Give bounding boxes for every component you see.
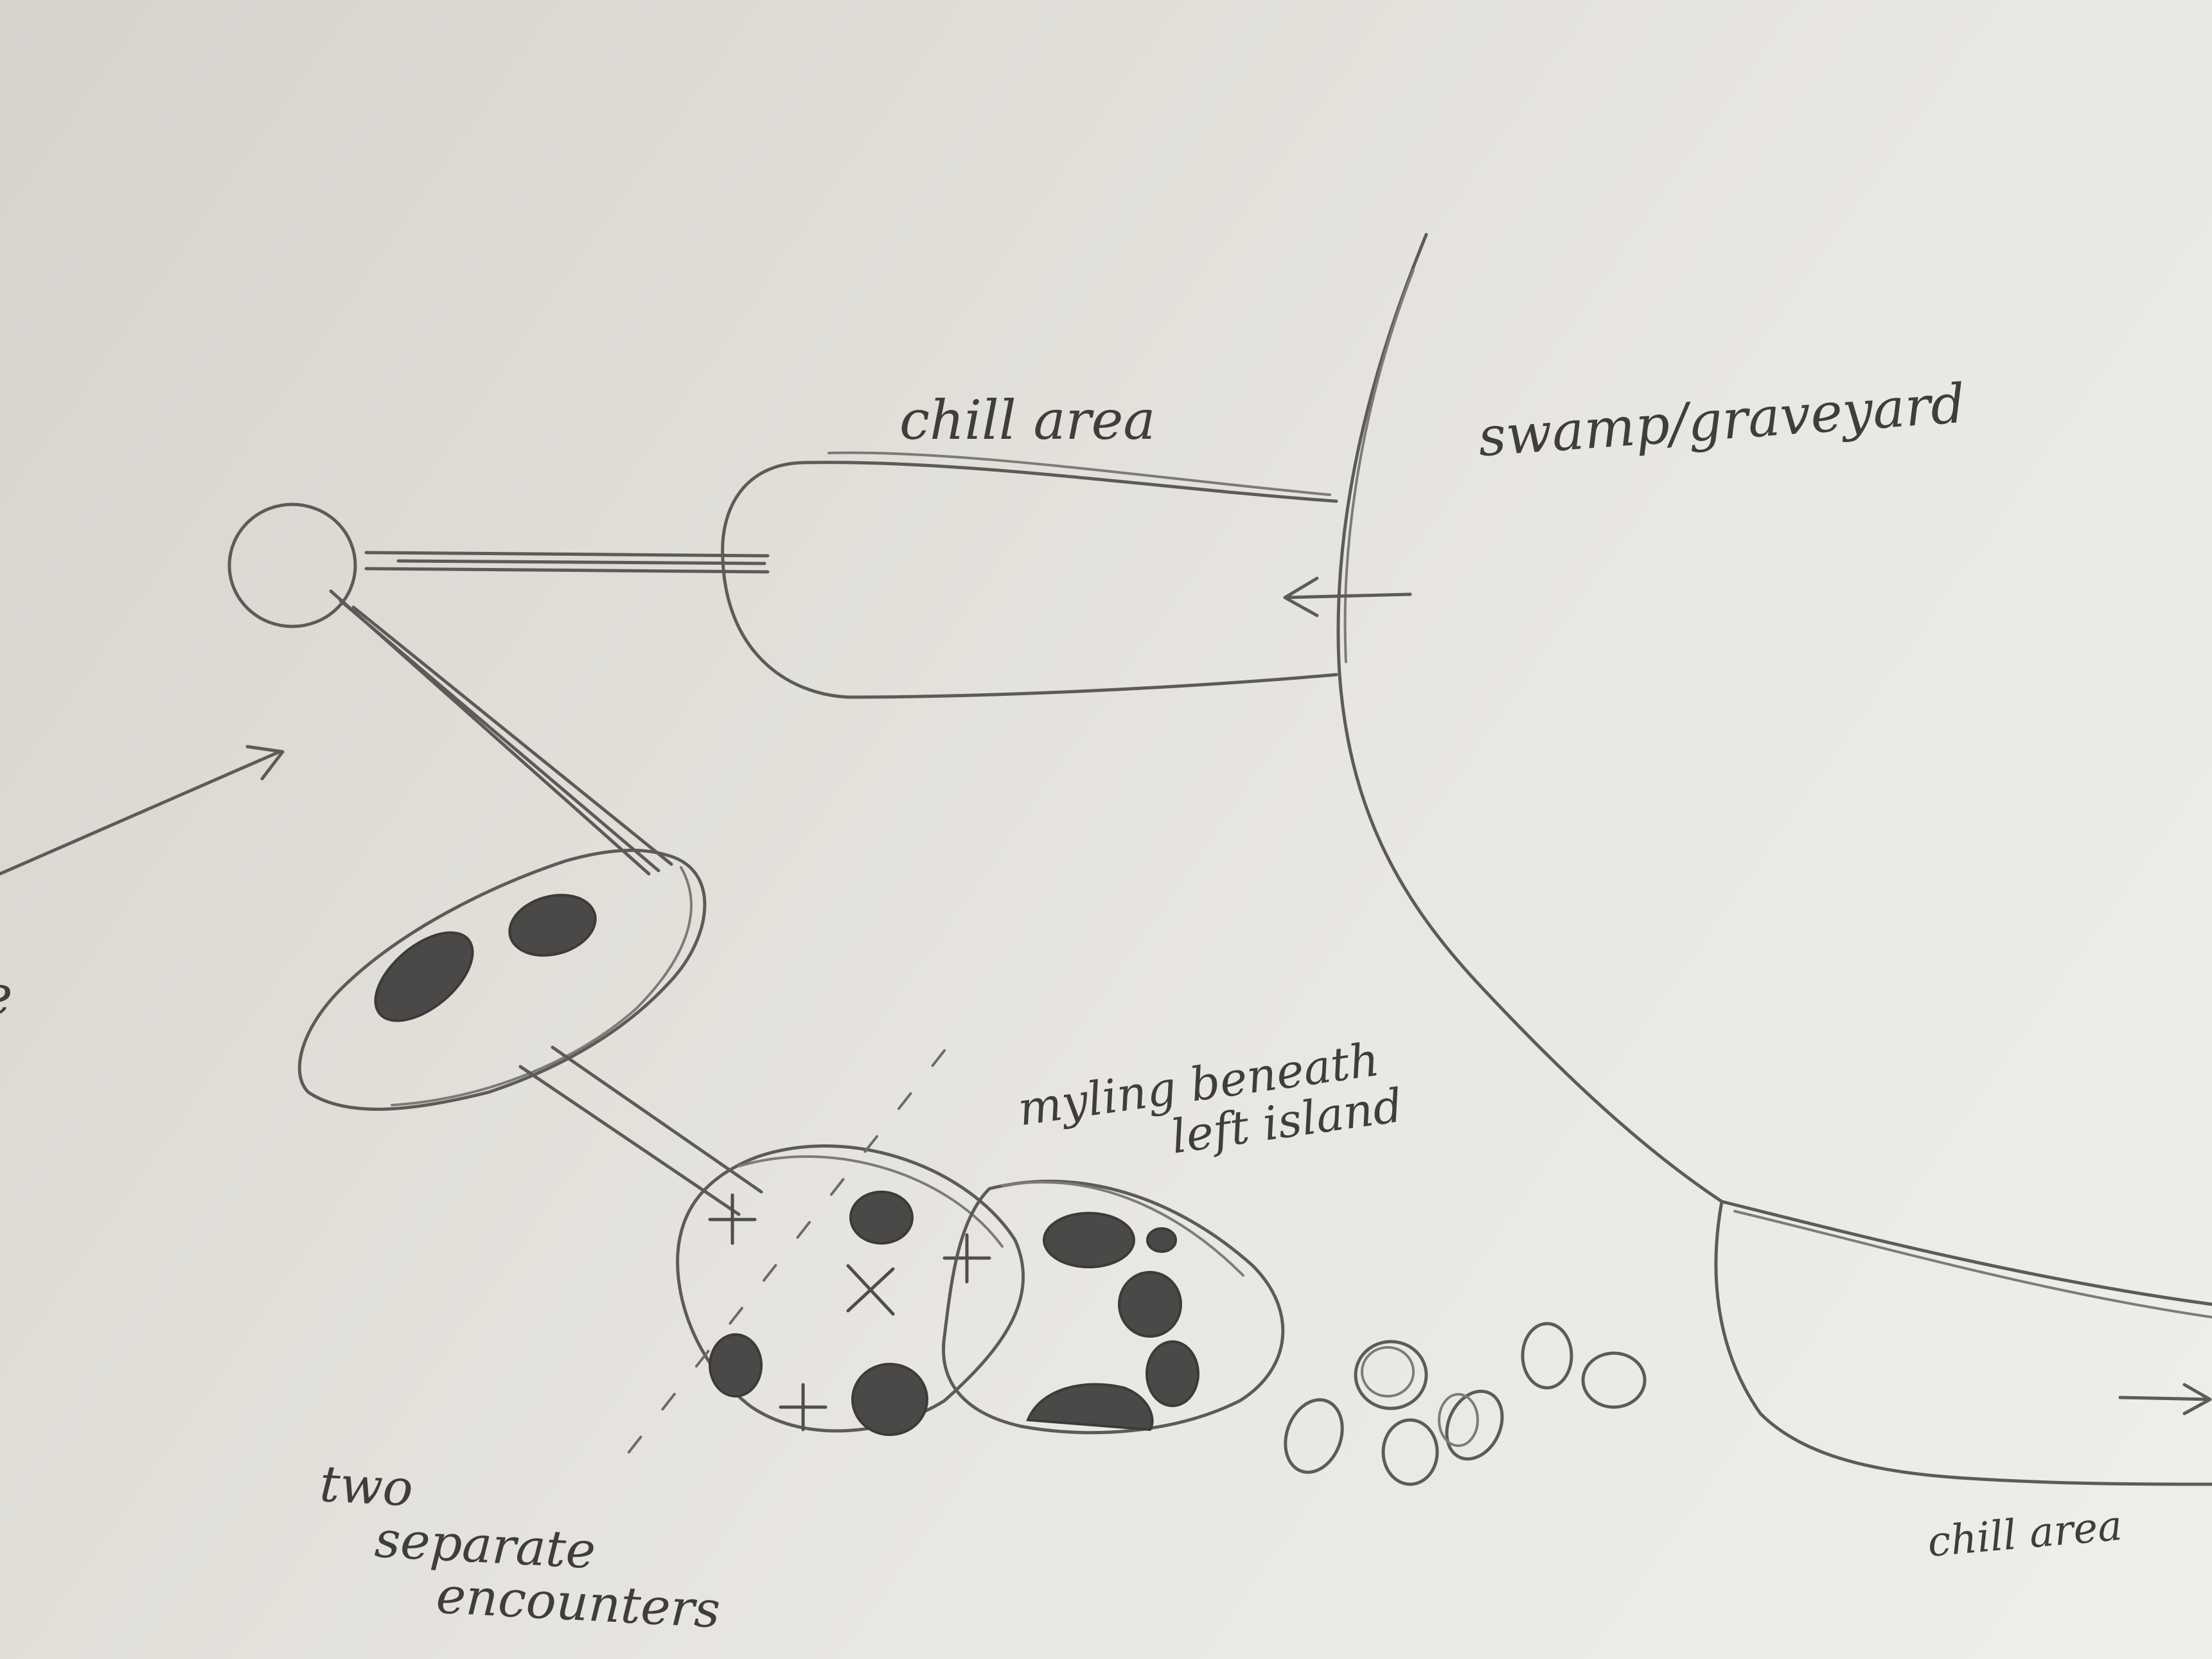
x-marker [848, 1266, 893, 1314]
stepping-stone-5 [1523, 1324, 1571, 1388]
entry-arrow [0, 747, 283, 874]
encounter-right-rock-3 [1119, 1272, 1181, 1336]
chill-area-bottom-sketch [1735, 1211, 2212, 1317]
stepping-stone-2 [1356, 1342, 1426, 1408]
chill-area-top-sketch [829, 453, 1330, 495]
encounter-right-rock-4 [1147, 1342, 1198, 1406]
encounter-left-rock-3 [853, 1364, 927, 1435]
stepping-stones [1276, 1324, 1645, 1484]
encounter-right-rock-1 [1044, 1213, 1134, 1267]
chill-area-top [723, 463, 1336, 697]
small-island-rock-2 [503, 886, 603, 964]
plus-marker-1 [710, 1195, 755, 1243]
bridge-island-to-encounter [520, 1047, 761, 1214]
plus-marker-2 [944, 1235, 989, 1282]
stepping-stone-8 [1362, 1347, 1413, 1396]
encounter-left-rock-2 [710, 1335, 761, 1396]
encounter-left-rock-1 [851, 1192, 912, 1243]
encounter-right-rock-2 [1147, 1229, 1176, 1252]
left-edge-fragment: e [0, 964, 13, 1027]
bridge-circle-to-island [331, 591, 671, 874]
stepping-stone-4 [1437, 1382, 1513, 1468]
small-island-rock-1 [360, 916, 488, 1037]
chill-area-bottom [1722, 1202, 2212, 1304]
encounters-note: two separate encounters [313, 1459, 727, 1637]
exit-arrow [2120, 1385, 2210, 1414]
swamp-graveyard-boundary [1338, 235, 1722, 1202]
stepping-stone-3 [1383, 1420, 1437, 1484]
small-island [299, 850, 705, 1109]
stepping-stone-6 [1583, 1353, 1645, 1407]
encounter-right-rock-5 [1028, 1384, 1153, 1430]
stepping-stone-1 [1276, 1392, 1352, 1480]
chill-area-bottom-outline [1716, 1202, 2212, 1484]
chill-area-top-label: chill area [899, 392, 1155, 448]
swamp-to-chill-arrow [1285, 578, 1410, 616]
bridge-circle-to-chill [366, 553, 768, 572]
small-circle-node [229, 504, 355, 626]
